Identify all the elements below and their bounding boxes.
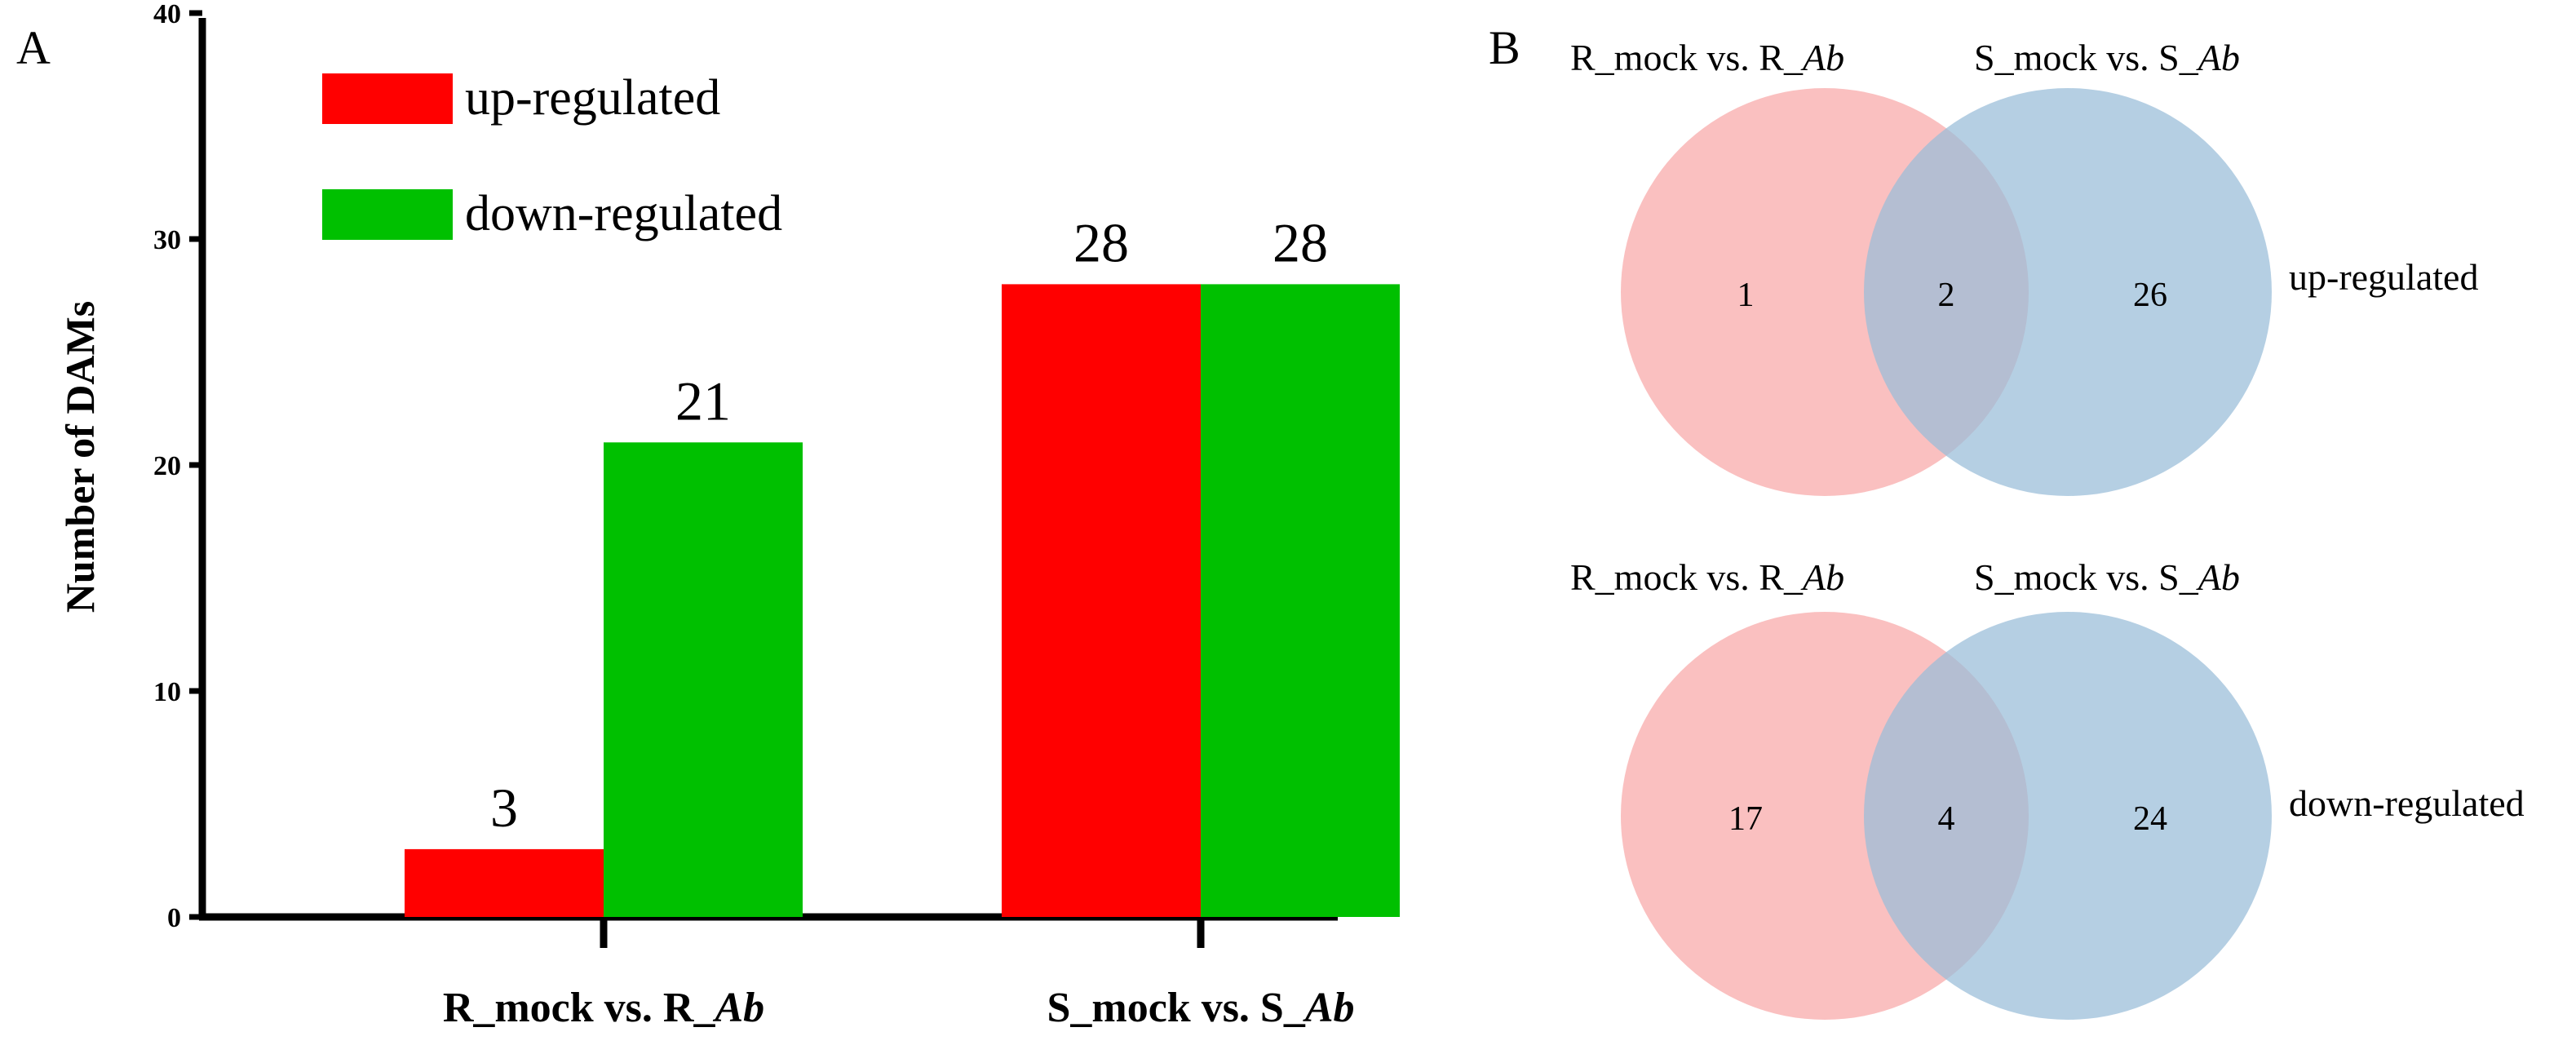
venn-up-title: up-regulated	[2289, 256, 2478, 298]
venn-down-left-set-label: R_mock vs. R_Ab	[1570, 556, 1844, 598]
x-category-label: R_mock vs. R_Ab	[443, 985, 764, 1031]
venn-down-title: down-regulated	[2289, 782, 2525, 824]
bar-down-2	[1201, 284, 1400, 917]
y-tick-label: 20	[153, 451, 181, 481]
venn-down-overlap: 4	[1938, 800, 1955, 838]
bar-chart: Number of DAMs 0 10 20 30 40 3 21 28 28 R_mock …	[57, 0, 1400, 1031]
venn-up-only-right: 26	[2133, 277, 2167, 314]
venn-down-only-left: 17	[1728, 800, 1763, 838]
venn-down-right-set-label: S_mock vs. S_Ab	[1974, 556, 2240, 598]
bar-value-label: 28	[1073, 211, 1129, 273]
x-category-label: S_mock vs. S_Ab	[1047, 985, 1354, 1031]
y-tick-label: 30	[153, 225, 181, 255]
bar-up-2	[1002, 284, 1201, 917]
venn-down-right-circle	[1864, 612, 2272, 1020]
bar-value-label: 21	[675, 370, 731, 432]
venn-down-only-right: 24	[2133, 800, 2167, 838]
venn-up-overlap: 2	[1938, 277, 1955, 314]
bar-up-1	[405, 848, 604, 917]
y-tick-label: 0	[167, 903, 181, 933]
panel-label-a: A	[16, 21, 51, 74]
panel-label-b: B	[1489, 21, 1520, 74]
y-axis-label: Number of DAMs	[57, 301, 103, 613]
venn-up-right-set-label: S_mock vs. S_Ab	[1974, 37, 2240, 78]
y-tick-label: 40	[153, 0, 181, 29]
bar-down-1	[604, 442, 803, 917]
venn-diagram-up: R_mock vs. R_Ab S_mock vs. S_Ab 1 2 26 u…	[1570, 37, 2478, 496]
legend-label-down: down-regulated	[465, 186, 782, 241]
legend-swatch-up	[322, 73, 453, 124]
bar-value-label: 28	[1273, 211, 1328, 273]
legend-swatch-down	[322, 189, 453, 240]
venn-diagram-down: R_mock vs. R_Ab S_mock vs. S_Ab 17 4 24 …	[1570, 556, 2525, 1020]
venn-up-left-set-label: R_mock vs. R_Ab	[1570, 37, 1844, 78]
bar-value-label: 3	[490, 777, 518, 839]
venn-up-right-circle	[1864, 88, 2272, 496]
venn-up-only-left: 1	[1737, 277, 1755, 314]
legend-label-up: up-regulated	[465, 70, 720, 126]
y-tick-label: 10	[153, 677, 181, 707]
